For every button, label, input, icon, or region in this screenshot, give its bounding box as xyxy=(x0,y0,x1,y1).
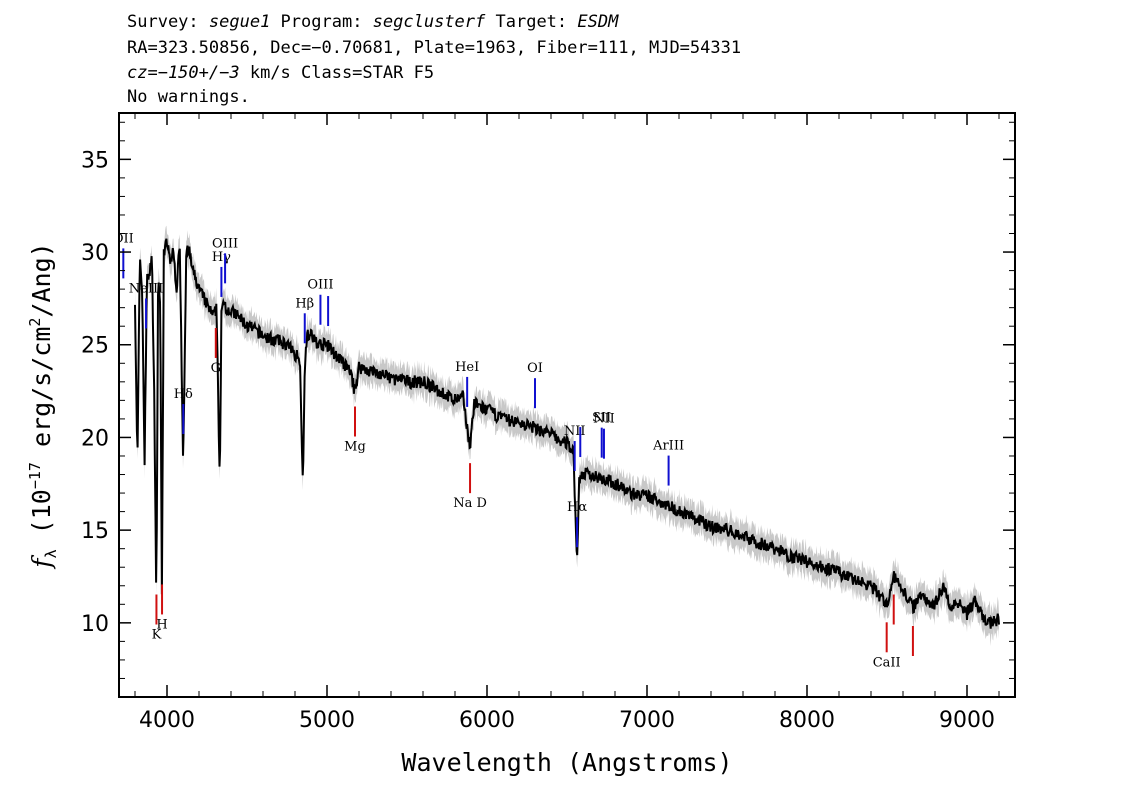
x-tick-label: 7000 xyxy=(619,708,675,733)
line-label-5: Hβ xyxy=(295,296,314,311)
line-label-8: HeI xyxy=(455,360,479,375)
line-label-16: K xyxy=(152,627,162,642)
x-tick-label: 9000 xyxy=(939,708,995,733)
spectrum-line xyxy=(134,238,1000,629)
line-label-9: OI xyxy=(527,361,543,376)
line-label-3: Hγ xyxy=(212,250,231,265)
y-tick-label: 15 xyxy=(81,519,109,544)
line-label-0: OII xyxy=(113,231,134,246)
x-axis-label: Wavelength (Angstroms) xyxy=(401,748,732,777)
line-label-10: NII xyxy=(564,424,586,439)
x-tick-label: 4000 xyxy=(139,708,195,733)
target-label: Target: xyxy=(485,12,578,32)
spectrum-header-line2: RA=323.50856, Dec=−0.70681, Plate=1963, … xyxy=(127,38,742,58)
y-tick-label: 25 xyxy=(81,334,109,359)
program-label: Program: xyxy=(270,12,373,32)
survey-label: Survey: xyxy=(127,12,209,32)
line-label-1: NeIII xyxy=(129,281,163,296)
line-label-11: Hα xyxy=(567,500,587,515)
line-label-13: SII xyxy=(592,411,611,426)
x-tick-label: 6000 xyxy=(459,708,515,733)
line-label-18: G xyxy=(211,361,221,376)
y-tick-label: 10 xyxy=(81,612,109,637)
line-label-19: Mg xyxy=(344,440,366,455)
y-axis-label: fλ (10−17 erg/s/cm2/Ang) xyxy=(26,242,60,569)
spectrum-header-line3: cz=−150+/−3 km/s Class=STAR F5 xyxy=(127,65,434,82)
line-label-14: NII xyxy=(593,412,615,427)
class-info: km/s Class=STAR F5 xyxy=(239,63,435,83)
spectrum-header-line1: Survey: segue1 Program: segclusterf Targ… xyxy=(127,14,618,31)
y-tick-label: 35 xyxy=(81,148,109,173)
survey-value: segue1 xyxy=(208,12,271,32)
y-tick-label: 30 xyxy=(81,241,109,266)
line-label-20: Na D xyxy=(453,496,487,511)
y-tick-label: 20 xyxy=(81,426,109,451)
x-tick-label: 8000 xyxy=(779,708,835,733)
line-label-15: ArIII xyxy=(652,439,684,454)
x-tick-label: 5000 xyxy=(299,708,355,733)
line-label-4: OIII xyxy=(212,236,238,251)
plot-frame xyxy=(118,112,1016,698)
line-label-21: CaII xyxy=(873,655,901,670)
target-value: ESDM xyxy=(577,12,619,32)
line-label-2: Hδ xyxy=(174,387,193,402)
line-label-6: OIII xyxy=(307,278,333,293)
line-label-17: H xyxy=(156,617,167,632)
spectrum-header-line4: No warnings. xyxy=(127,87,250,107)
program-value: segclusterf xyxy=(372,12,486,32)
redshift-value: cz=−150+/−3 xyxy=(127,63,240,83)
